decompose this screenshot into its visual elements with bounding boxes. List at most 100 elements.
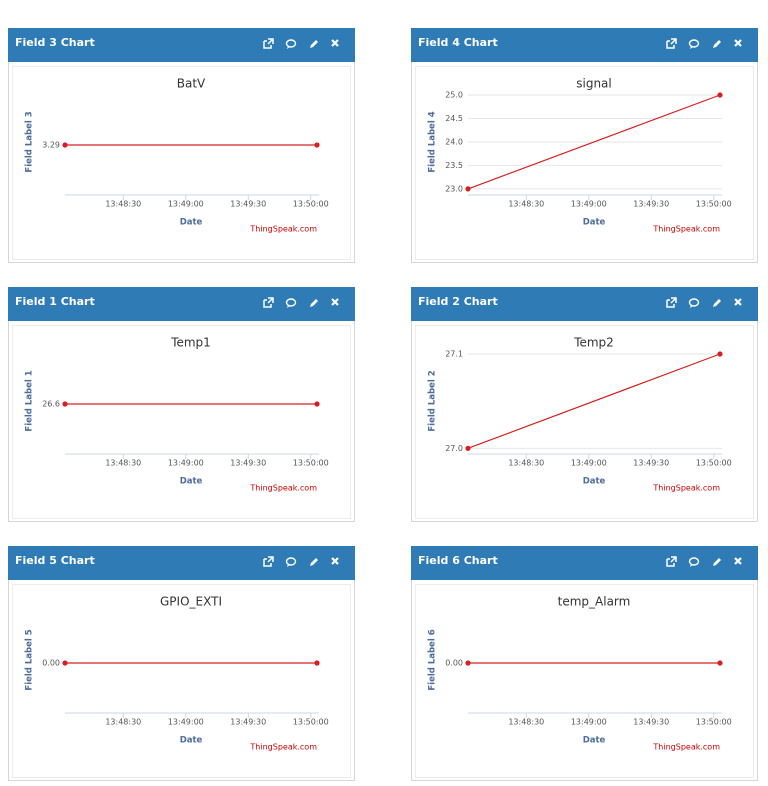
x-axis-label: Date (583, 736, 606, 746)
x-axis-label: Date (583, 477, 606, 487)
comment-icon[interactable] (688, 39, 700, 48)
y-tick-label: 27.0 (445, 444, 463, 453)
panel-header (8, 287, 355, 321)
popout-icon[interactable] (666, 38, 677, 49)
data-point (314, 401, 320, 407)
close-icon[interactable] (331, 39, 339, 47)
x-tick-label: 13:48:30 (508, 718, 544, 727)
edit-icon[interactable] (713, 299, 721, 307)
close-icon[interactable] (734, 39, 742, 47)
panel-title: Field 4 Chart (418, 36, 498, 49)
y-tick-label: 0.00 (445, 659, 463, 668)
chart-title: temp_Alarm (558, 595, 631, 609)
credit[interactable]: ThingSpeak.com (652, 743, 720, 752)
comment-icon[interactable] (285, 298, 297, 307)
y-axis-label: Field Label 1 (25, 370, 35, 431)
panel-header (8, 28, 355, 62)
chart-frame (415, 66, 754, 260)
edit-icon[interactable] (310, 558, 318, 566)
popout-icon[interactable] (263, 38, 274, 49)
panel-title: Field 5 Chart (15, 554, 95, 567)
data-point (465, 445, 471, 451)
credit[interactable]: ThingSpeak.com (652, 484, 720, 493)
panel-header (411, 546, 758, 580)
data-point (717, 351, 723, 357)
x-tick-label: 13:50:00 (696, 459, 732, 468)
data-point (717, 660, 723, 666)
panel-title: Field 6 Chart (418, 554, 498, 567)
panel-actions[interactable] (263, 297, 339, 308)
x-tick-label: 13:48:30 (508, 200, 544, 209)
credit[interactable]: ThingSpeak.com (249, 484, 317, 493)
panel-actions[interactable] (666, 297, 742, 308)
chart-frame (12, 66, 351, 260)
x-axis-label: Date (583, 218, 606, 228)
close-icon[interactable] (734, 557, 742, 565)
y-axis-label: Field Label 5 (25, 629, 35, 690)
chart-title: Temp1 (170, 336, 211, 350)
y-tick-label: 24.0 (445, 137, 463, 146)
comment-icon[interactable] (285, 39, 297, 48)
y-tick-label: 24.5 (445, 114, 463, 123)
data-point (314, 142, 320, 148)
chart-title: GPIO_EXTI (160, 595, 222, 609)
popout-icon[interactable] (263, 297, 274, 308)
x-tick-label: 13:48:30 (105, 200, 141, 209)
panel-header (8, 546, 355, 580)
x-axis-label: Date (180, 218, 203, 228)
close-icon[interactable] (331, 557, 339, 565)
data-point (465, 186, 471, 192)
edit-icon[interactable] (713, 558, 721, 566)
data-point (62, 142, 68, 148)
panel-actions[interactable] (666, 38, 742, 49)
panel-title: Field 2 Chart (418, 295, 498, 308)
y-tick-label: 23.0 (445, 184, 463, 193)
edit-icon[interactable] (310, 40, 318, 48)
chart-frame (12, 584, 351, 778)
x-tick-label: 13:49:00 (168, 200, 204, 209)
comment-tail (690, 305, 693, 308)
popout-icon[interactable] (666, 297, 677, 308)
comment-icon[interactable] (688, 298, 700, 307)
popout-icon[interactable] (263, 556, 274, 567)
x-tick-label: 13:49:30 (230, 718, 266, 727)
x-tick-label: 13:48:30 (105, 718, 141, 727)
close-icon[interactable] (734, 298, 742, 306)
chart-frame (12, 325, 351, 519)
x-tick-label: 13:49:30 (633, 200, 669, 209)
comment-icon[interactable] (285, 557, 297, 566)
x-tick-label: 13:48:30 (508, 459, 544, 468)
credit[interactable]: ThingSpeak.com (249, 743, 317, 752)
panel-title: Field 1 Chart (15, 295, 95, 308)
y-tick-label: 23.5 (445, 161, 463, 170)
x-axis-label: Date (180, 736, 203, 746)
y-tick-label: 27.1 (445, 350, 463, 359)
comment-tail (287, 46, 290, 49)
data-point (465, 660, 471, 666)
y-tick-label: 25.0 (445, 91, 463, 100)
series-line (467, 94, 721, 190)
comment-tail (287, 564, 290, 567)
credit[interactable]: ThingSpeak.com (652, 225, 720, 234)
edit-icon[interactable] (310, 299, 318, 307)
panel-actions[interactable] (263, 556, 339, 567)
panel-header (411, 28, 758, 62)
popout-icon[interactable] (666, 556, 677, 567)
credit[interactable]: ThingSpeak.com (249, 225, 317, 234)
series-line (467, 353, 721, 449)
chart-frame (415, 584, 754, 778)
panel-actions[interactable] (666, 556, 742, 567)
x-tick-label: 13:48:30 (105, 459, 141, 468)
data-point (314, 660, 320, 666)
x-tick-label: 13:50:00 (293, 718, 329, 727)
close-icon[interactable] (331, 298, 339, 306)
panel-actions[interactable] (263, 38, 339, 49)
x-tick-label: 13:49:00 (168, 718, 204, 727)
edit-icon[interactable] (713, 40, 721, 48)
x-tick-label: 13:49:00 (571, 200, 607, 209)
comment-icon[interactable] (688, 557, 700, 566)
x-tick-label: 13:49:00 (571, 718, 607, 727)
y-tick-label: 26.6 (42, 400, 60, 409)
y-axis-label: Field Label 6 (428, 629, 438, 690)
y-axis-label: Field Label 4 (428, 111, 438, 172)
